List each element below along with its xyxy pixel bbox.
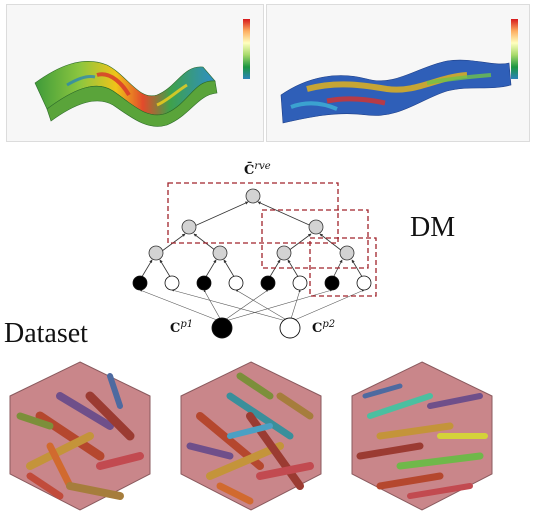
layer2-nodes	[148, 245, 355, 261]
colorbar-left	[243, 19, 250, 79]
layer3-nodes	[132, 275, 372, 291]
layer1-nodes	[181, 219, 324, 235]
deformed-beam-left	[34, 61, 218, 127]
simulation-panel-right	[266, 4, 530, 142]
input-nodes	[211, 317, 301, 339]
root-node	[245, 188, 261, 204]
simulation-panel-left	[6, 4, 264, 142]
colorbar-right	[511, 19, 518, 79]
root-label: C̄rve	[244, 161, 271, 178]
rve-sample-3	[351, 361, 493, 511]
input-label-p1: Cp1	[170, 319, 193, 336]
input-node-p2	[279, 317, 301, 339]
rve-sample-2	[180, 361, 322, 511]
dashed-boxes	[167, 182, 377, 297]
input-node-p1	[211, 317, 233, 339]
input-edges	[139, 289, 365, 323]
deformed-beam-right	[280, 59, 512, 124]
rve-samples	[9, 361, 493, 511]
input-label-p2: Cp2	[312, 319, 335, 336]
rve-sample-1	[9, 361, 151, 511]
dm-label: DM	[410, 212, 456, 243]
dataset-label: Dataset	[4, 318, 88, 349]
network-diagram: C̄rve Cp1 Cp2	[132, 161, 377, 339]
